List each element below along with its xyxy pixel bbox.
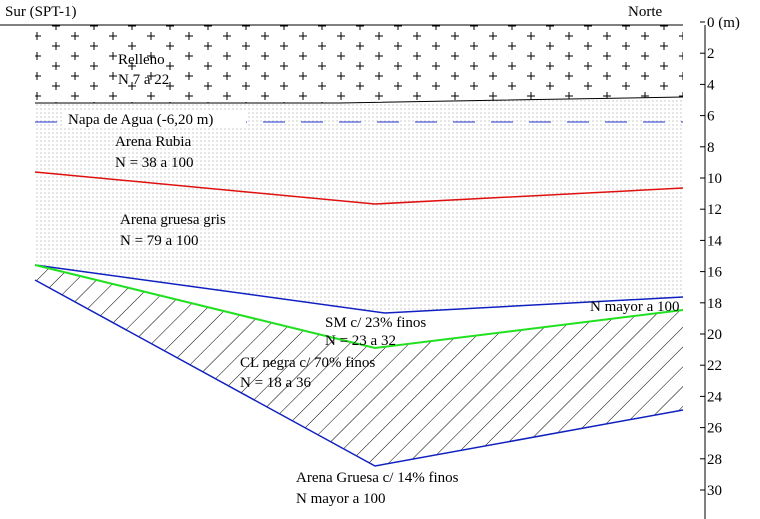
depth-label: 18: [707, 296, 722, 312]
depth-label: 10: [707, 171, 722, 187]
note: N mayor a 100: [590, 299, 680, 315]
depth-label: 2: [707, 46, 715, 62]
depth-label: 16: [707, 265, 723, 281]
water-table-label: Napa de Agua (-6,20 m): [68, 112, 213, 128]
right-label: Norte: [628, 4, 662, 20]
layer-spt: N = 23 a 32: [325, 333, 396, 349]
depth-label: 8: [707, 140, 715, 156]
depth-label: 0 (m): [707, 15, 740, 31]
layer-name: Arena gruesa gris: [120, 212, 226, 228]
sections: [0, 25, 705, 519]
depth-label: 28: [707, 452, 722, 468]
layer-spt: N = 79 a 100: [120, 233, 198, 249]
soil-profile: Sur (SPT-1) Norte Napa de Agua (-6,20 m)…: [0, 0, 760, 519]
depth-label: 30: [707, 483, 722, 499]
depth-label: 14: [707, 233, 723, 249]
layer-name: Arena Rubia: [115, 134, 192, 150]
layer-name: SM c/ 23% finos: [325, 315, 426, 331]
layer-name: Relleno: [118, 52, 165, 68]
layer-spt: N = 38 a 100: [115, 155, 193, 171]
layer-spt: N mayor a 100: [296, 491, 386, 507]
left-label: Sur (SPT-1): [5, 4, 77, 20]
depth-label: 24: [707, 389, 723, 405]
depth-label: 12: [707, 202, 722, 218]
layer-name: Arena Gruesa c/ 14% finos: [296, 470, 459, 486]
layer-name: CL negra c/ 70% finos: [240, 355, 375, 371]
depth-label: 20: [707, 327, 722, 343]
layer-spt: N = 18 a 36: [240, 375, 311, 391]
sand-layer: [35, 97, 683, 313]
depth-label: 6: [707, 109, 715, 125]
depth-label: 22: [707, 358, 722, 374]
depth-label: 26: [707, 421, 723, 437]
depth-label: 4: [707, 77, 715, 93]
layer-spt: N 7 a 22: [118, 72, 169, 88]
